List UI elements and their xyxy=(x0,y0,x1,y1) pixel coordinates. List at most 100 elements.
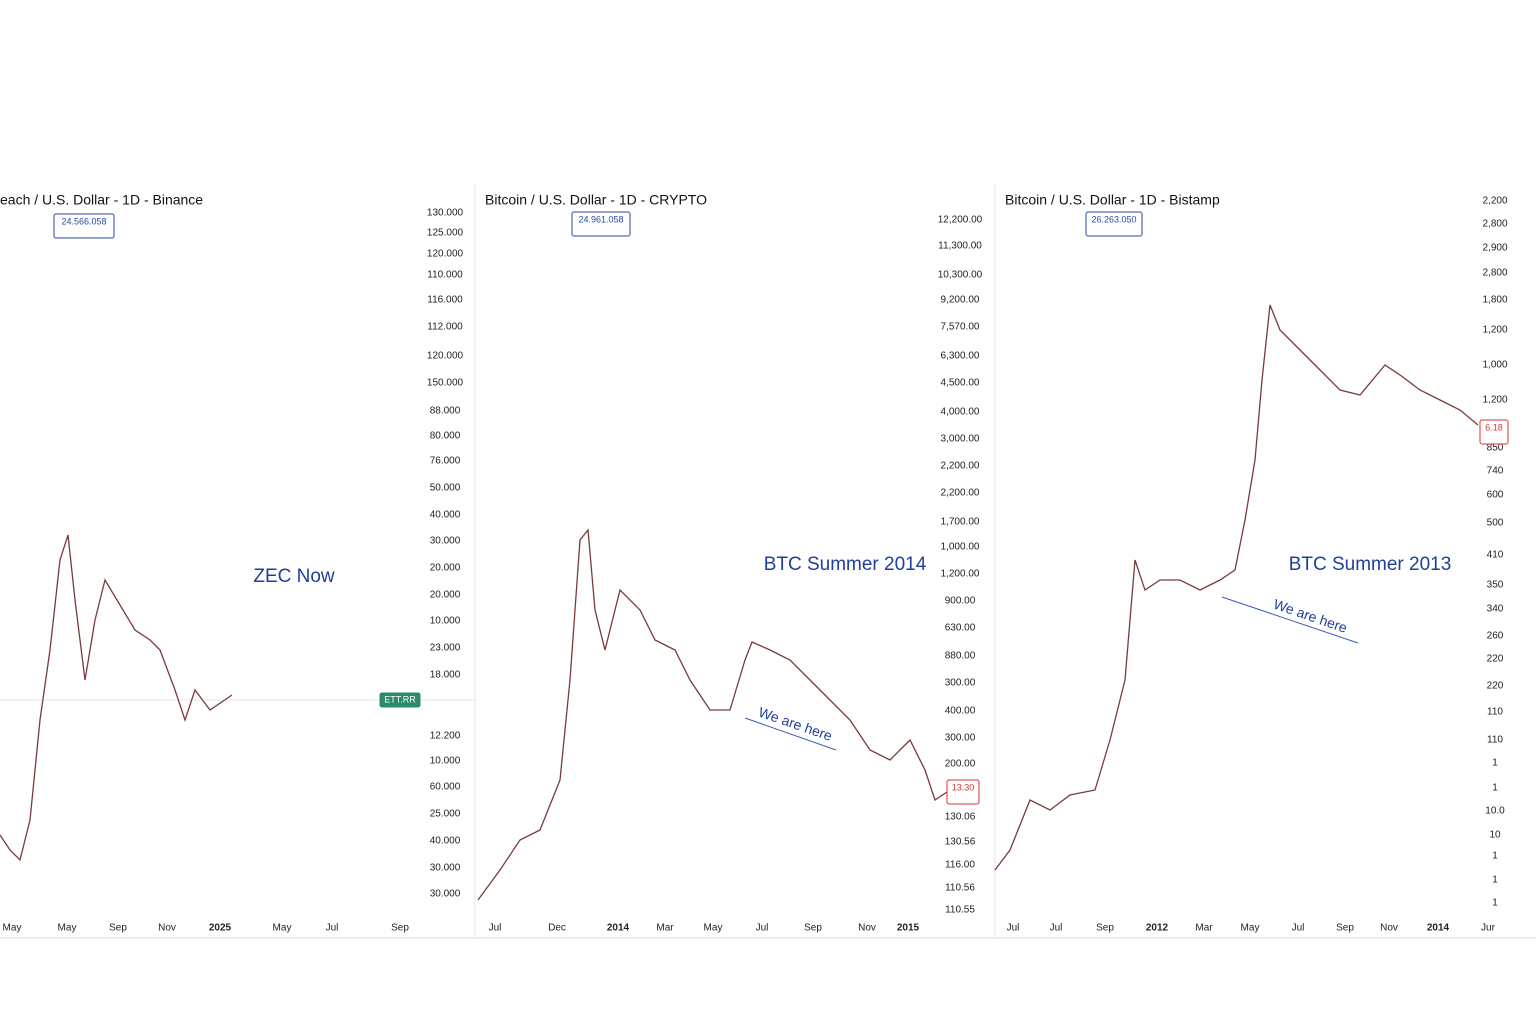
x-axis-label: Mar xyxy=(1195,923,1213,934)
chart-title: each / U.S. Dollar - 1D - Binance xyxy=(0,192,203,208)
x-axis-label: Sep xyxy=(391,923,409,934)
badge xyxy=(1085,211,1143,237)
x-axis-label: 2025 xyxy=(209,923,232,934)
y-axis-label: 10,300.00 xyxy=(938,270,983,281)
y-axis-label: 1,800 xyxy=(1482,295,1507,306)
y-axis-label: 260 xyxy=(1487,631,1504,642)
price-path xyxy=(994,304,1479,871)
x-axis-label: Nov xyxy=(1380,923,1398,934)
price-path xyxy=(0,534,233,862)
y-axis-label: 2,800 xyxy=(1482,268,1507,279)
x-axis-label: Jul xyxy=(1292,923,1305,934)
x-axis-label: Sep xyxy=(1336,923,1354,934)
y-axis-label: 300.00 xyxy=(945,733,976,744)
y-axis-label: 50.000 xyxy=(430,483,461,494)
y-axis-label: 110 xyxy=(1487,735,1503,746)
badge-label: 13.30 xyxy=(952,782,975,792)
x-axis-label: Sep xyxy=(1096,923,1114,934)
y-axis-label: 1,700.00 xyxy=(941,517,980,528)
y-axis-label: 112.000 xyxy=(427,322,463,333)
x-axis-label: May xyxy=(273,923,292,934)
badge xyxy=(571,211,631,237)
y-axis-label: 340 xyxy=(1487,604,1504,615)
y-axis-label: 120.000 xyxy=(427,249,464,260)
y-axis-label: 110.55 xyxy=(945,905,975,916)
x-axis-label: Jul xyxy=(489,923,502,934)
x-axis-label: May xyxy=(3,923,22,934)
y-axis-label: 76.000 xyxy=(430,456,461,467)
y-axis-label: 10.000 xyxy=(430,616,461,627)
y-axis-label: 410 xyxy=(1487,550,1504,561)
y-axis-label: 60.000 xyxy=(430,782,461,793)
y-axis-label: 110 xyxy=(1487,707,1503,718)
y-axis-label: 12.200 xyxy=(430,731,461,742)
y-axis-label: 1 xyxy=(1492,875,1498,886)
y-axis-label: 130.56 xyxy=(945,837,976,848)
y-axis-label: 30.000 xyxy=(430,536,461,547)
badge xyxy=(379,692,421,708)
price-path xyxy=(477,528,951,901)
y-axis-label: 1,200 xyxy=(1482,395,1507,406)
arrow xyxy=(744,717,837,751)
y-axis-label: 88.000 xyxy=(430,406,461,417)
chart-title: Bitcoin / U.S. Dollar - 1D - Bistamp xyxy=(1005,192,1220,208)
y-axis-label: 2,900 xyxy=(1482,243,1507,254)
y-axis-label: 116.000 xyxy=(427,295,463,306)
x-axis-label: 2014 xyxy=(1427,923,1450,934)
y-axis-label: 116.00 xyxy=(945,860,975,871)
y-axis-label: 2,200.00 xyxy=(941,488,980,499)
x-axis-label: Mar xyxy=(656,923,674,934)
y-axis-label: 20.000 xyxy=(430,563,461,574)
y-axis-label: 1 xyxy=(1492,783,1498,794)
y-axis-label: 400.00 xyxy=(945,706,976,717)
x-axis-label: Sep xyxy=(109,923,127,934)
badge xyxy=(1479,419,1509,445)
x-axis-label: Jul xyxy=(1007,923,1020,934)
y-axis-label: 500 xyxy=(1487,518,1504,529)
y-axis-label: 10.000 xyxy=(430,756,461,767)
annotation: BTC Summer 2014 xyxy=(764,554,927,575)
y-axis-label: 200.00 xyxy=(945,759,976,770)
x-axis-label: Jur xyxy=(1481,923,1496,934)
badge-label: 24.566.058 xyxy=(61,216,106,226)
badge-label: 24.961.058 xyxy=(578,214,623,224)
x-axis-label: 2012 xyxy=(1146,923,1169,934)
y-axis-label: 120.000 xyxy=(427,351,464,362)
y-axis-label: 7,570.00 xyxy=(941,322,980,333)
x-axis-label: 2015 xyxy=(897,923,920,934)
y-axis-label: 20.000 xyxy=(430,590,461,601)
y-axis-label: 880.00 xyxy=(945,651,976,662)
annotation: BTC Summer 2013 xyxy=(1289,554,1452,575)
chart-title: Bitcoin / U.S. Dollar - 1D - CRYPTO xyxy=(485,192,707,208)
y-axis-label: 30.000 xyxy=(430,863,461,874)
x-axis-label: Jul xyxy=(326,923,339,934)
y-axis-label: 25.000 xyxy=(430,809,461,820)
y-axis-label: 2,200 xyxy=(1482,196,1507,207)
y-axis-label: 18.000 xyxy=(430,670,461,681)
y-axis-label: 80.000 xyxy=(430,431,461,442)
x-axis-label: Sep xyxy=(804,923,822,934)
y-axis-label: 1,200 xyxy=(1482,325,1507,336)
y-axis-label: 10 xyxy=(1489,830,1501,841)
y-axis-label: 110.56 xyxy=(945,883,975,894)
badge-label: 26.263.050 xyxy=(1091,214,1136,224)
y-axis-label: 1,000.00 xyxy=(941,542,980,553)
x-axis-label: Dec xyxy=(548,923,566,934)
y-axis-label: 12,200.00 xyxy=(938,215,983,226)
y-axis-label: 2,800 xyxy=(1482,219,1507,230)
y-axis-label: 23.000 xyxy=(430,643,461,654)
y-axis-label: 850 xyxy=(1487,443,1504,454)
y-axis-label: 40.000 xyxy=(430,510,461,521)
y-axis-label: 10.0 xyxy=(1485,806,1505,817)
y-axis-label: 110.000 xyxy=(427,270,463,281)
x-axis-label: Nov xyxy=(858,923,876,934)
y-axis-label: 4,500.00 xyxy=(941,378,980,389)
y-axis-label: 350 xyxy=(1487,580,1504,591)
badge xyxy=(53,213,115,239)
y-axis-label: 1,200.00 xyxy=(941,569,980,580)
y-axis-label: 11,300.00 xyxy=(938,241,982,252)
y-axis-label: 220 xyxy=(1487,654,1504,665)
x-axis-label: Jul xyxy=(756,923,769,934)
